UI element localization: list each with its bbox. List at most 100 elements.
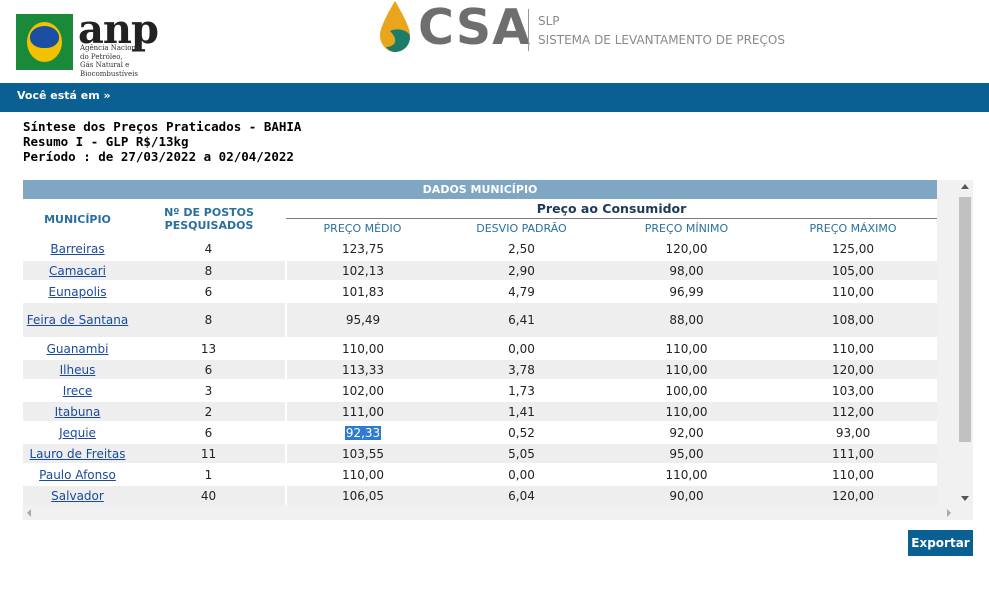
table-row: Ilheus 6 113,33 3,78 110,00 120,00	[23, 359, 937, 381]
postos-cell: 13	[132, 338, 286, 360]
desvio-cell: 5,05	[439, 443, 604, 465]
postos-cell: 6	[132, 281, 286, 303]
desvio-cell: 6,04	[439, 485, 604, 505]
col-group-preco-consumidor: Preço ao Consumidor	[286, 199, 937, 219]
preco-maximo-cell: 110,00	[769, 281, 937, 303]
csa-logo-text: CSA	[418, 0, 532, 56]
preco-medio-cell: 101,83	[285, 281, 439, 303]
preco-medio-cell: 123,75	[285, 239, 439, 261]
col-header-preco-medio: PREÇO MÉDIO	[323, 222, 402, 236]
preco-minimo-cell: 110,00	[604, 359, 769, 381]
preco-maximo-cell: 105,00	[769, 260, 937, 282]
preco-minimo-cell: 110,00	[604, 338, 769, 360]
anp-emblem-icon	[16, 14, 73, 70]
horizontal-scrollbar[interactable]	[23, 505, 957, 520]
vertical-scrollbar[interactable]	[957, 180, 973, 505]
preco-maximo-cell: 120,00	[769, 359, 937, 381]
desvio-cell: 6,41	[439, 302, 604, 339]
municipio-link[interactable]: Jequie	[23, 422, 132, 444]
preco-minimo-cell: 120,00	[604, 239, 769, 261]
municipio-link[interactable]: Guanambi	[23, 338, 132, 360]
preco-maximo-cell: 110,00	[769, 464, 937, 486]
preco-medio-cell: 110,00	[285, 338, 439, 360]
municipio-link[interactable]: Irece	[23, 380, 132, 402]
preco-medio-cell: 106,05	[285, 485, 439, 505]
anp-logo[interactable]: anp Agência Nacional do Petróleo, Gás Na…	[16, 6, 176, 78]
export-button[interactable]: Exportar	[908, 530, 973, 556]
report-title: Síntese dos Preços Praticados - BAHIA Re…	[23, 119, 301, 164]
csa-drop-icon	[380, 1, 410, 52]
preco-minimo-cell: 100,00	[604, 380, 769, 402]
scrollbar-thumb[interactable]	[959, 197, 971, 442]
preco-minimo-cell: 92,00	[604, 422, 769, 444]
preco-minimo-cell: 88,00	[604, 302, 769, 339]
col-header-desvio-padrao: DESVIO PADRÃO	[476, 222, 567, 236]
preco-medio-cell: 92,33	[285, 422, 439, 444]
col-header-preco-maximo: PREÇO MÁXIMO	[809, 222, 897, 236]
municipio-link[interactable]: Ilheus	[23, 359, 132, 381]
municipio-link[interactable]: Feira de Santana	[23, 302, 132, 339]
preco-medio-cell: 103,55	[285, 443, 439, 465]
table-row: Itabuna 2 111,00 1,41 110,00 112,00	[23, 401, 937, 423]
table-row: Eunapolis 6 101,83 4,79 96,99 110,00	[23, 281, 937, 303]
breadcrumb: Você está em »	[0, 83, 989, 112]
table-row: Barreiras 4 123,75 2,50 120,00 125,00	[23, 239, 937, 261]
municipio-link[interactable]: Lauro de Freitas	[23, 443, 132, 465]
preco-maximo-cell: 93,00	[769, 422, 937, 444]
table-viewport: DADOS MUNICÍPIO MUNICÍPIO Nº DE POSTOS P…	[23, 180, 937, 505]
desvio-cell: 0,00	[439, 338, 604, 360]
desvio-cell: 0,00	[439, 464, 604, 486]
preco-maximo-cell: 120,00	[769, 485, 937, 505]
desvio-cell: 0,52	[439, 422, 604, 444]
table-row: Guanambi 13 110,00 0,00 110,00 110,00	[23, 338, 937, 360]
table-row: Paulo Afonso 1 110,00 0,00 110,00 110,00	[23, 464, 937, 486]
table-row: Jequie 6 92,33 0,52 92,00 93,00	[23, 422, 937, 444]
scroll-up-icon[interactable]	[961, 184, 969, 189]
preco-maximo-cell: 103,00	[769, 380, 937, 402]
desvio-cell: 4,79	[439, 281, 604, 303]
preco-minimo-cell: 98,00	[604, 260, 769, 282]
page-header: anp Agência Nacional do Petróleo, Gás Na…	[0, 0, 989, 83]
csa-logo: CSA SLP SISTEMA DE LEVANTAMENTO DE PREÇO…	[376, 0, 806, 57]
preco-medio-cell: 95,49	[285, 302, 439, 339]
preco-medio-cell: 102,13	[285, 260, 439, 282]
col-header-municipio: MUNICÍPIO	[44, 212, 111, 226]
desvio-cell: 1,73	[439, 380, 604, 402]
desvio-cell: 2,50	[439, 239, 604, 261]
scroll-left-icon[interactable]	[27, 509, 31, 517]
section-header: DADOS MUNICÍPIO	[23, 180, 937, 199]
table-row: Irece 3 102,00 1,73 100,00 103,00	[23, 380, 937, 402]
municipio-link[interactable]: Itabuna	[23, 401, 132, 423]
preco-maximo-cell: 125,00	[769, 239, 937, 261]
system-name: SISTEMA DE LEVANTAMENTO DE PREÇOS	[538, 33, 785, 47]
preco-maximo-cell: 110,00	[769, 338, 937, 360]
municipio-link[interactable]: Camacari	[23, 260, 132, 282]
preco-medio-cell: 111,00	[285, 401, 439, 423]
municipio-link[interactable]: Eunapolis	[23, 281, 132, 303]
anp-logo-subtitle: Agência Nacional do Petróleo, Gás Natura…	[80, 44, 143, 78]
table-row: Lauro de Freitas 11 103,55 5,05 95,00 11…	[23, 443, 937, 465]
postos-cell: 8	[132, 260, 286, 282]
municipio-link[interactable]: Salvador	[23, 485, 132, 505]
col-header-postos: Nº DE POSTOS PESQUISADOS	[164, 206, 254, 232]
desvio-cell: 2,90	[439, 260, 604, 282]
preco-minimo-cell: 90,00	[604, 485, 769, 505]
desvio-cell: 1,41	[439, 401, 604, 423]
postos-cell: 2	[132, 401, 286, 423]
postos-cell: 6	[132, 422, 286, 444]
preco-maximo-cell: 111,00	[769, 443, 937, 465]
postos-cell: 4	[132, 239, 286, 261]
postos-cell: 6	[132, 359, 286, 381]
preco-maximo-cell: 112,00	[769, 401, 937, 423]
logo-divider	[528, 9, 529, 51]
municipio-link[interactable]: Barreiras	[23, 239, 132, 261]
preco-minimo-cell: 110,00	[604, 464, 769, 486]
municipio-link[interactable]: Paulo Afonso	[23, 464, 132, 486]
postos-cell: 11	[132, 443, 286, 465]
scroll-down-icon[interactable]	[961, 496, 969, 501]
table-row: Camacari 8 102,13 2,90 98,00 105,00	[23, 260, 937, 282]
slp-label: SLP	[538, 14, 560, 28]
scroll-right-icon[interactable]	[947, 509, 951, 517]
desvio-cell: 3,78	[439, 359, 604, 381]
preco-medio-cell: 110,00	[285, 464, 439, 486]
